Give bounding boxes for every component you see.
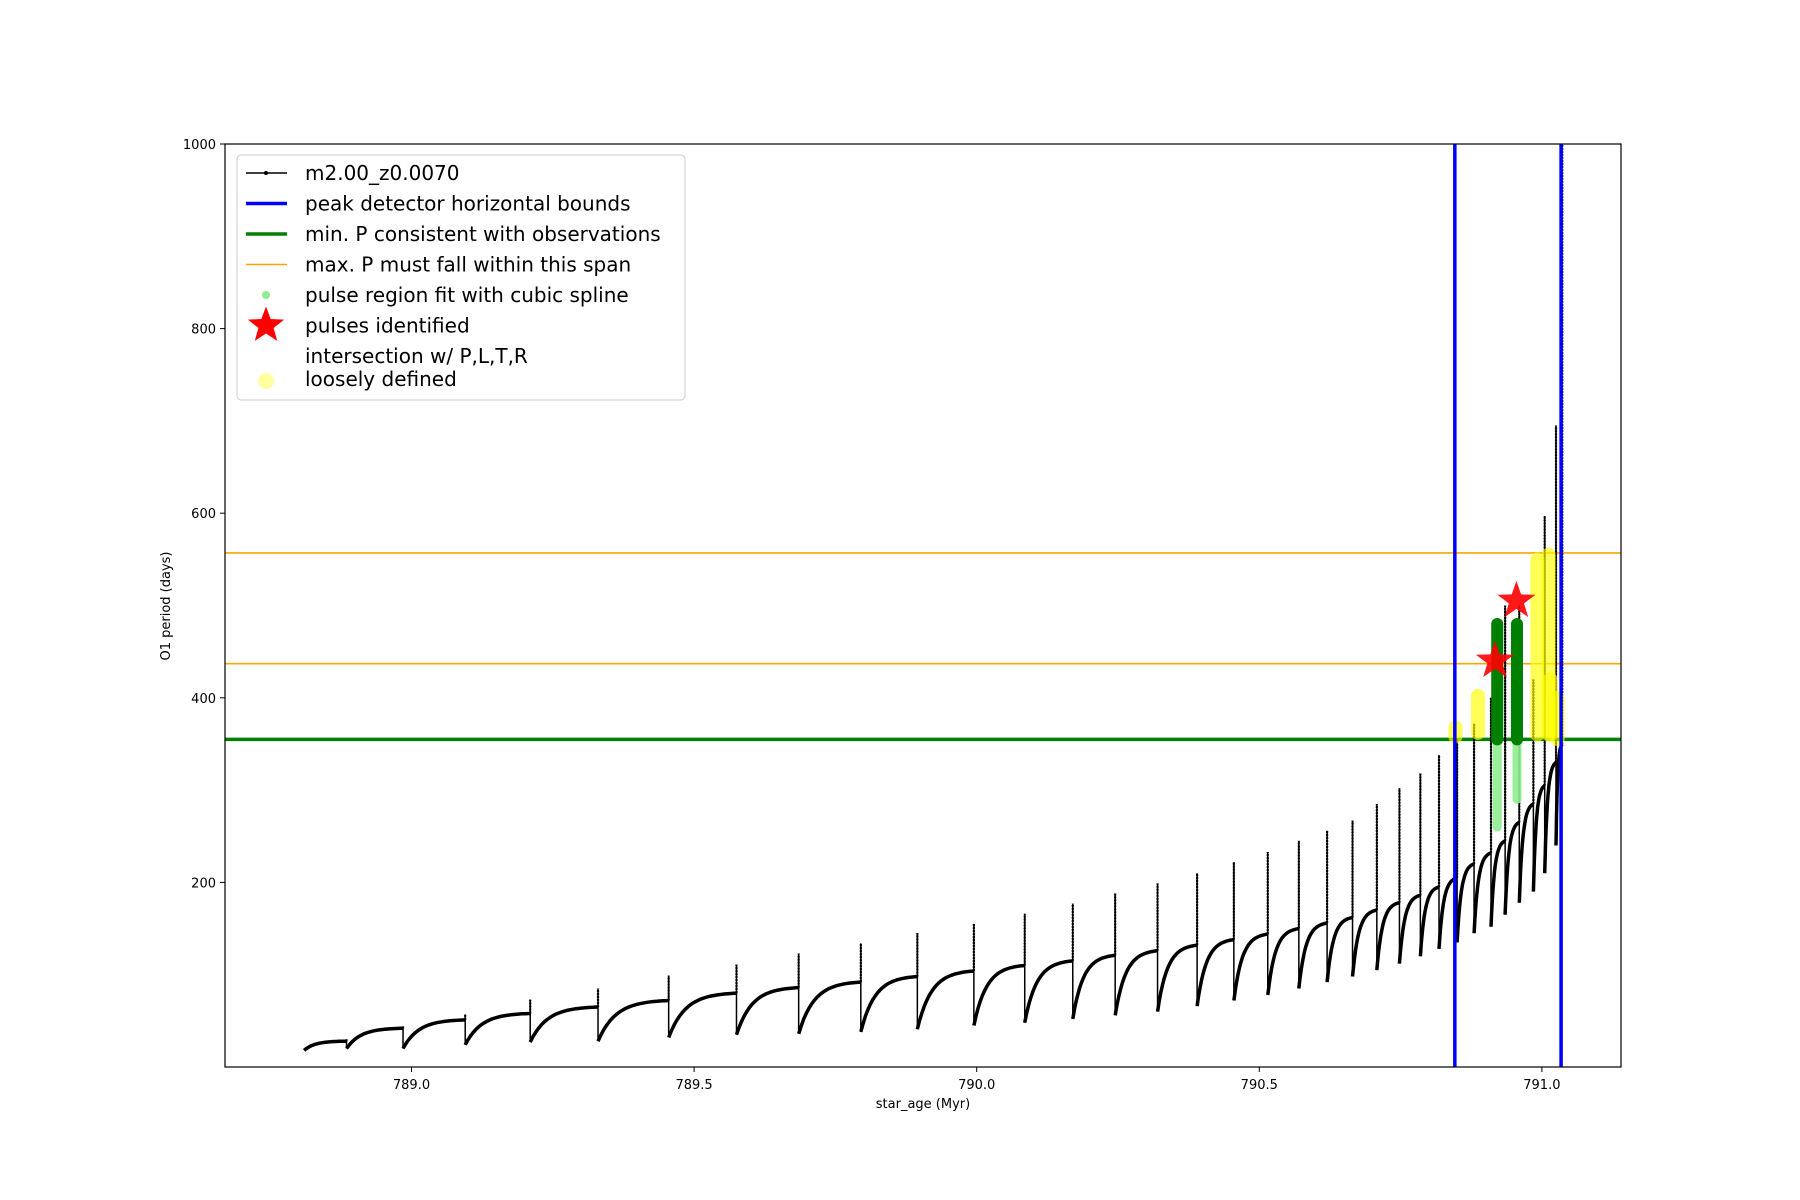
legend-swatch-star: [247, 306, 285, 341]
track-cycle: [1071, 953, 1116, 1020]
legend-swatch-dot: [262, 291, 270, 299]
y-tick-label: 400: [191, 692, 216, 707]
plot-frame: [224, 143, 1622, 1068]
track-cycle: [596, 998, 669, 1042]
legend-swatch-track-marker: [264, 171, 268, 175]
track-cycle: [1455, 862, 1476, 943]
pulse-identified-star: [1475, 640, 1514, 678]
legend-label: min. P consistent with observations: [305, 222, 661, 246]
legend-label-line: loosely defined: [305, 367, 457, 391]
legend-label-line: m2.00_z0.0070: [305, 161, 460, 185]
track-cycle: [1155, 943, 1198, 1012]
y-axis: 200 400 600 800 1000: [183, 138, 225, 891]
track-cycle: [1266, 926, 1300, 996]
track-cycle: [1113, 948, 1158, 1016]
track-cycle: [1489, 839, 1507, 927]
legend-label: peak detector horizontal bounds: [305, 192, 631, 216]
x-tick-label: 791.0: [1523, 1078, 1560, 1093]
track-cycle: [667, 991, 737, 1039]
legend-label: pulses identified: [305, 314, 470, 338]
plot-layer: [225, 144, 1621, 1067]
legend-label: m2.00_z0.0070: [305, 161, 460, 185]
track-cycle: [1531, 783, 1546, 892]
track-cycle: [1022, 959, 1073, 1024]
y-tick-label: 1000: [183, 138, 216, 153]
y-tick-label: 800: [191, 323, 216, 338]
y-tick-label: 600: [191, 507, 216, 522]
x-axis: 789.0 789.5 790.0 790.5 791.0: [393, 1067, 1560, 1093]
track-cycle: [1517, 802, 1535, 903]
legend-label-line: min. P consistent with observations: [305, 222, 661, 246]
track-cycle: [797, 980, 861, 1035]
legend-label: pulse region fit with cubic spline: [305, 283, 629, 307]
track-cycle: [734, 985, 799, 1036]
track-cycle: [1397, 893, 1422, 964]
legend-box: [236, 154, 686, 401]
track-cycle: [1375, 900, 1401, 971]
track-cycle: [1350, 908, 1378, 977]
legend-label: max. P must fall within this span: [305, 253, 631, 277]
y-tick-label: 200: [191, 876, 216, 891]
track-cycle: [1503, 820, 1521, 915]
track-cycle: [1232, 932, 1269, 1001]
track-cycle: [972, 963, 1025, 1026]
x-tick-label: 790.5: [1241, 1078, 1278, 1093]
track-cycle: [1542, 761, 1558, 874]
legend-swatch-circle: [258, 373, 274, 389]
track-cycle: [1472, 851, 1493, 934]
track-cycle: [1195, 937, 1235, 1007]
y-axis-label: O1 period (days): [159, 551, 174, 660]
pulse-identified-star: [1497, 580, 1536, 618]
track-cycle: [1297, 921, 1328, 989]
x-tick-label: 790.0: [958, 1078, 995, 1093]
track-cycle: [1418, 885, 1440, 957]
legend-label: intersection w/ P,L,T,R loosely defined: [305, 344, 528, 391]
track-cycle: [345, 1026, 404, 1050]
track-cycle: [528, 1005, 599, 1043]
track-cycle: [401, 1018, 466, 1050]
legend-label-line: intersection w/ P,L,T,R: [305, 344, 528, 368]
legend-label-line: max. P must fall within this span: [305, 253, 631, 277]
legend-label-line: pulse region fit with cubic spline: [305, 283, 629, 307]
track-cycle: [302, 1039, 347, 1052]
track-cycle: [463, 1011, 531, 1046]
legend-label-line: peak detector horizontal bounds: [305, 192, 631, 216]
track-cycle: [1325, 915, 1354, 983]
legend-label-line: pulses identified: [305, 314, 470, 338]
x-tick-label: 789.0: [393, 1078, 430, 1093]
x-tick-label: 789.5: [675, 1078, 712, 1093]
x-axis-label: star_age (Myr): [876, 1097, 970, 1112]
track-cycle: [915, 969, 975, 1030]
track-cycle: [859, 974, 918, 1033]
